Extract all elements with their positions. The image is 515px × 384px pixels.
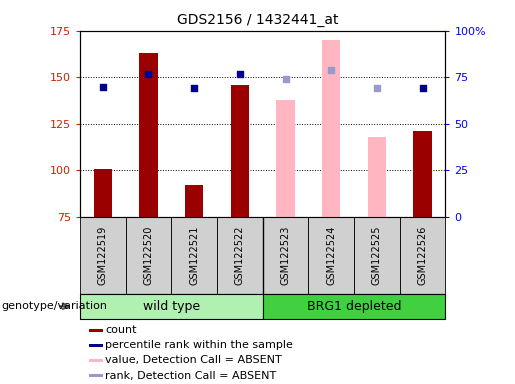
Text: value, Detection Call = ABSENT: value, Detection Call = ABSENT <box>105 356 282 366</box>
Text: GSM122520: GSM122520 <box>143 226 153 285</box>
Text: rank, Detection Call = ABSENT: rank, Detection Call = ABSENT <box>105 371 277 381</box>
Bar <box>89 344 103 347</box>
Point <box>327 67 335 73</box>
Point <box>281 76 289 82</box>
Bar <box>126 217 171 294</box>
Bar <box>263 217 308 294</box>
Text: GDS2156 / 1432441_at: GDS2156 / 1432441_at <box>177 13 338 27</box>
Text: GSM122523: GSM122523 <box>281 226 290 285</box>
Text: percentile rank within the sample: percentile rank within the sample <box>105 341 293 351</box>
Point <box>98 84 107 90</box>
Text: wild type: wild type <box>143 300 200 313</box>
Point <box>419 85 427 91</box>
Text: GSM122526: GSM122526 <box>418 226 427 285</box>
Point <box>144 71 152 77</box>
Bar <box>400 217 445 294</box>
Bar <box>89 329 103 332</box>
Bar <box>277 99 295 217</box>
Text: GSM122524: GSM122524 <box>326 226 336 285</box>
Text: GSM122525: GSM122525 <box>372 226 382 285</box>
Bar <box>322 40 340 217</box>
Text: BRG1 depleted: BRG1 depleted <box>307 300 401 313</box>
Text: genotype/variation: genotype/variation <box>1 301 107 311</box>
Point <box>373 85 381 91</box>
Bar <box>185 185 203 217</box>
Bar <box>80 217 126 294</box>
Bar <box>171 217 217 294</box>
Bar <box>217 217 263 294</box>
Bar <box>354 217 400 294</box>
Bar <box>94 169 112 217</box>
Bar <box>308 217 354 294</box>
Bar <box>89 359 103 362</box>
Bar <box>414 131 432 217</box>
Point <box>236 71 244 77</box>
Text: GSM122519: GSM122519 <box>98 226 108 285</box>
Text: count: count <box>105 326 137 336</box>
Text: GSM122521: GSM122521 <box>189 226 199 285</box>
Bar <box>368 137 386 217</box>
Bar <box>139 53 158 217</box>
Bar <box>80 294 263 319</box>
Point <box>190 85 198 91</box>
Bar <box>231 85 249 217</box>
Text: GSM122522: GSM122522 <box>235 226 245 285</box>
Bar <box>263 294 445 319</box>
Bar <box>89 374 103 377</box>
